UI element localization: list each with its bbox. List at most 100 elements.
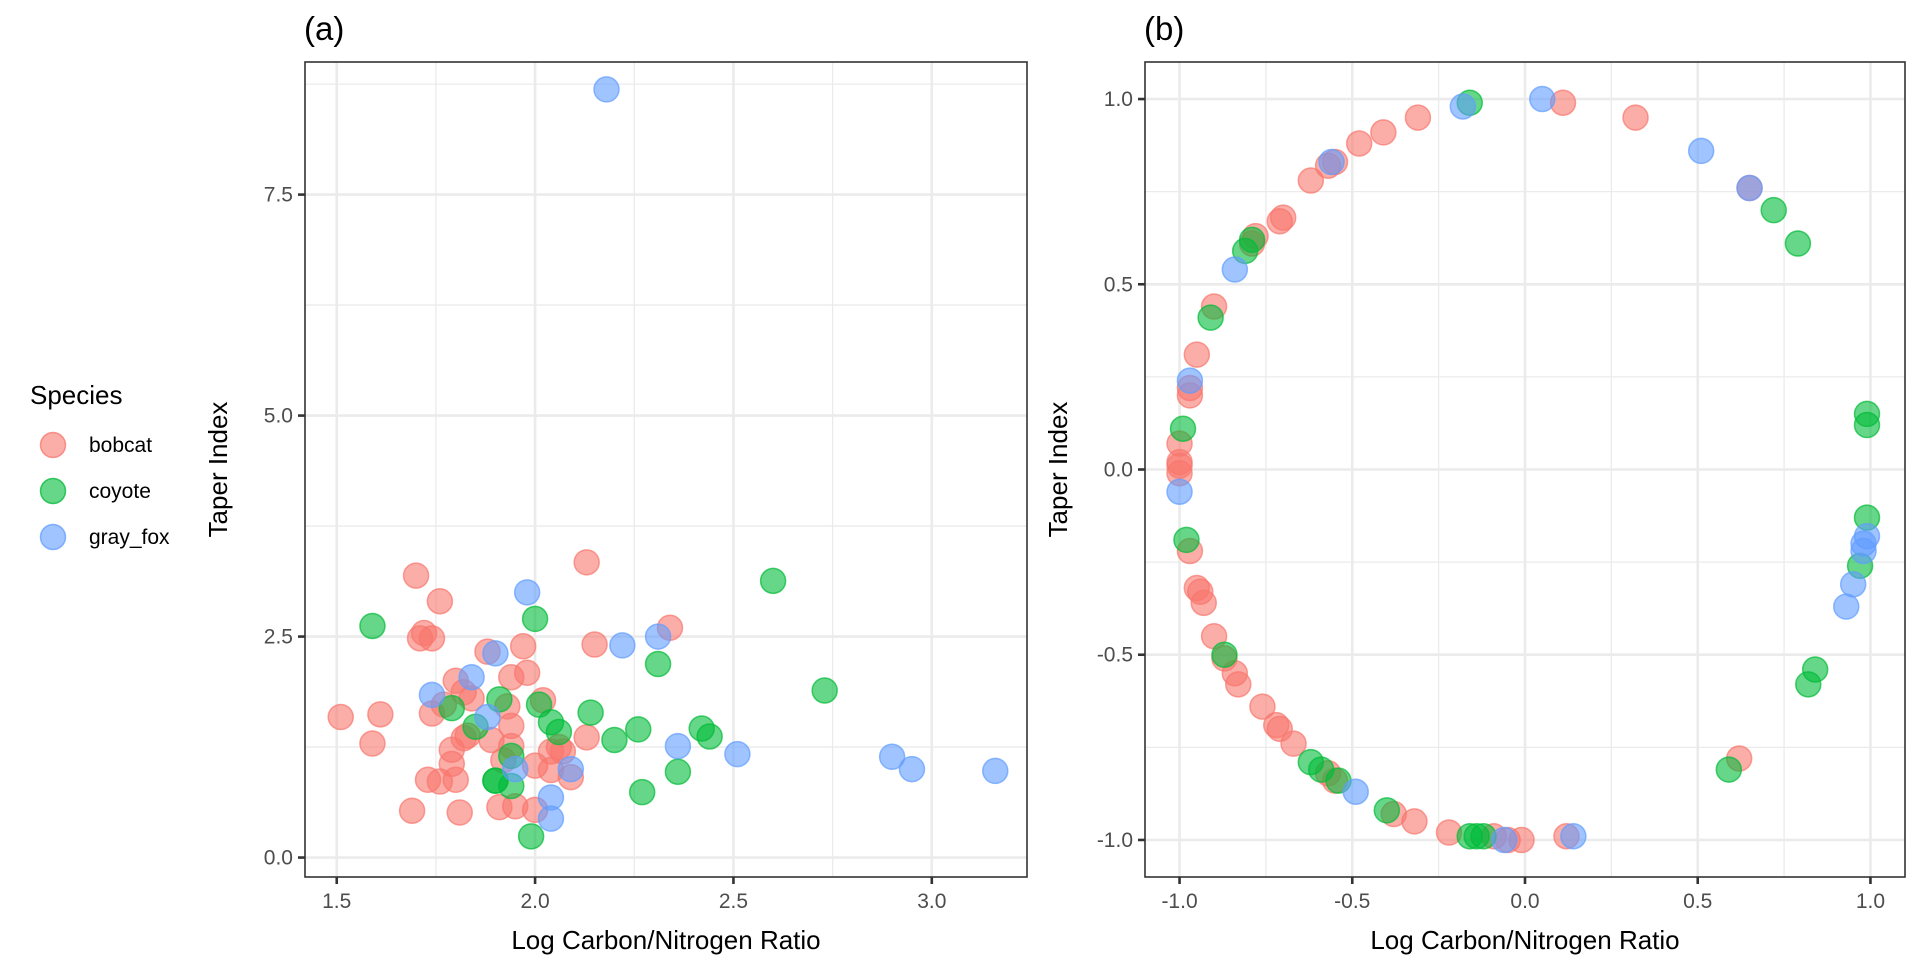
data-point-bobcat: [1622, 104, 1649, 131]
panel-a-x-axis-title: Log Carbon/Nitrogen Ratio: [511, 925, 820, 955]
data-point-coyote: [1197, 304, 1224, 331]
panel-a-y-axis-title: Taper Index: [203, 402, 233, 538]
data-point-bobcat: [509, 633, 537, 660]
panel-a-label: (a): [304, 10, 344, 47]
data-point-bobcat: [1225, 671, 1252, 698]
data-point-coyote: [521, 605, 549, 633]
x-tick-label: 1.0: [1856, 890, 1885, 913]
data-point-bobcat: [1370, 119, 1397, 146]
legend-label: coyote: [89, 480, 151, 503]
data-point-gray-fox: [1166, 478, 1193, 505]
data-point-bobcat: [367, 701, 394, 728]
series-gray-fox: [1166, 85, 1881, 854]
data-point-bobcat: [442, 766, 469, 794]
y-tick-label: -0.5: [1097, 644, 1133, 667]
legend: Species bobcat coyote gray_fox: [30, 380, 170, 551]
panel-b-y-axis-title: Taper Index: [1043, 402, 1073, 538]
x-tick-label: -0.5: [1334, 890, 1370, 913]
panel-a-points: [327, 76, 1009, 850]
x-tick-label: -1.0: [1161, 890, 1197, 913]
data-point-coyote: [624, 716, 652, 743]
data-point-gray-fox: [1529, 85, 1556, 113]
data-point-coyote: [664, 758, 692, 786]
data-point-coyote: [1760, 196, 1787, 224]
panel-a-x-axis: 1.5 2.0 2.5 3.0: [322, 877, 946, 913]
data-point-gray-fox: [513, 579, 541, 606]
legend-title: Species: [30, 380, 123, 410]
data-point-bobcat: [418, 625, 446, 652]
data-point-gray-fox: [1839, 571, 1867, 598]
x-tick-label: 1.5: [322, 890, 351, 913]
data-point-coyote: [359, 612, 386, 640]
data-point-gray-fox: [1850, 537, 1877, 565]
data-point-coyote: [1784, 230, 1812, 257]
data-point-bobcat: [573, 549, 600, 576]
panel-b: (b) -1.0 -0.5 0.0 0.5 1.0 -1.0-0.50.00.51.0 …: [1043, 10, 1906, 955]
y-tick-label: 7.5: [264, 184, 293, 207]
data-point-bobcat: [1280, 730, 1307, 757]
panel-a-gridlines: [305, 62, 1027, 877]
legend-key-gray-fox: [39, 523, 67, 551]
data-point-gray-fox: [609, 632, 636, 659]
data-point-coyote: [644, 650, 672, 678]
data-point-bobcat: [1404, 104, 1432, 131]
data-point-coyote: [811, 677, 838, 704]
data-point-coyote: [438, 694, 466, 722]
data-point-gray-fox: [458, 663, 485, 691]
data-point-gray-fox: [982, 757, 1009, 785]
data-point-coyote: [1173, 526, 1200, 554]
x-tick-label: 3.0: [917, 890, 946, 913]
data-point-gray-fox: [1491, 826, 1518, 854]
data-point-bobcat: [398, 797, 426, 824]
data-point-gray-fox: [1318, 148, 1345, 176]
x-tick-label: 0.5: [1683, 890, 1712, 913]
legend-item-bobcat: bobcat: [39, 431, 152, 459]
data-point-bobcat: [573, 724, 600, 751]
x-tick-label: 0.0: [1510, 890, 1539, 913]
y-tick-label: 2.5: [264, 626, 293, 649]
data-point-gray-fox: [1221, 256, 1249, 283]
data-point-bobcat: [359, 730, 386, 757]
panel-a-frame: [304, 61, 1028, 878]
legend-label: gray_fox: [89, 526, 170, 549]
data-point-coyote: [545, 718, 573, 746]
data-point-coyote: [601, 726, 628, 754]
data-point-coyote: [1169, 415, 1197, 442]
data-point-coyote: [482, 767, 509, 794]
data-point-coyote: [577, 699, 604, 726]
data-point-coyote: [1373, 797, 1401, 824]
data-point-bobcat: [513, 659, 541, 687]
y-tick-label: 5.0: [264, 405, 293, 428]
panel-a-y-axis: 0.0 2.5 5.0 7.5: [264, 184, 305, 870]
x-tick-label: 2.5: [719, 890, 748, 913]
legend-label: bobcat: [89, 434, 152, 457]
data-point-bobcat: [581, 631, 608, 658]
y-tick-label: 0.5: [1104, 273, 1133, 296]
data-point-bobcat: [1401, 808, 1428, 835]
data-point-gray-fox: [557, 755, 585, 783]
panel-b-y-axis: -1.0 -0.5 0.0 0.5 1.0: [1097, 88, 1145, 852]
y-tick-label: 1.0: [1104, 88, 1133, 111]
y-tick-label: 0.0: [264, 847, 293, 870]
data-point-gray-fox: [1736, 174, 1763, 202]
data-point-gray-fox: [482, 640, 509, 667]
data-point-gray-fox: [1687, 137, 1715, 165]
data-point-gray-fox: [878, 743, 906, 771]
data-point-gray-fox: [1176, 367, 1204, 394]
legend-key-coyote: [39, 477, 67, 505]
data-point-bobcat: [1183, 341, 1211, 368]
data-point-coyote: [517, 823, 545, 850]
data-point-bobcat: [446, 799, 473, 826]
y-tick-label: 0.0: [1104, 459, 1133, 482]
data-point-bobcat: [402, 562, 430, 589]
data-point-gray-fox: [1560, 823, 1587, 850]
data-point-gray-fox: [1449, 93, 1477, 120]
data-point-gray-fox: [1342, 778, 1369, 806]
panel-b-label: (b): [1144, 10, 1184, 47]
data-point-bobcat: [1266, 208, 1293, 235]
data-point-gray-fox: [1833, 593, 1860, 620]
panel-b-x-axis: -1.0 -0.5 0.0 0.5 1.0: [1161, 877, 1885, 913]
panel-b-gridlines: [1145, 62, 1905, 877]
data-point-gray-fox: [724, 740, 751, 768]
